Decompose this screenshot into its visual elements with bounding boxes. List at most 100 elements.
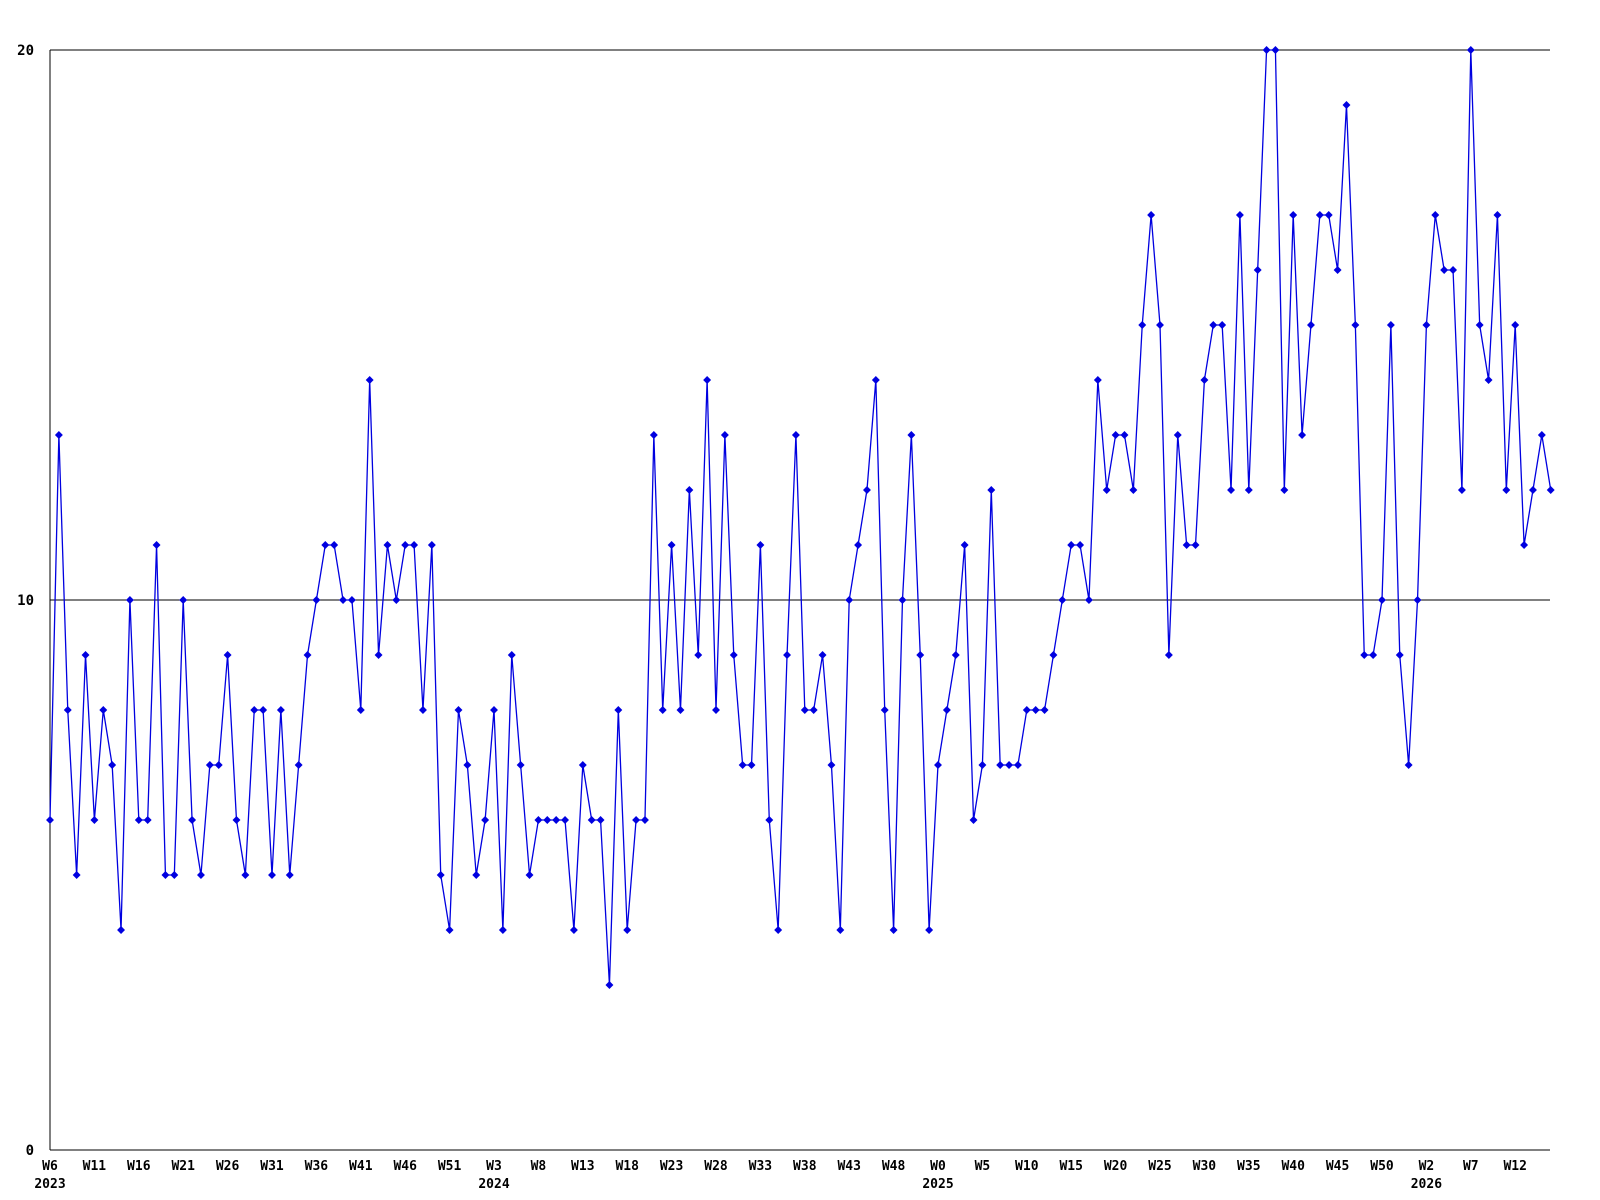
data-point-marker — [1147, 211, 1156, 219]
data-point-marker — [1013, 761, 1022, 769]
y-tick-label: 20 — [17, 43, 34, 59]
data-point-marker — [871, 376, 880, 384]
data-point-marker — [143, 816, 152, 824]
data-point-marker — [1351, 321, 1360, 329]
x-tick-label: W20 — [1104, 1159, 1128, 1174]
data-point-marker — [916, 651, 925, 659]
data-point-marker — [1067, 541, 1076, 549]
data-point-marker — [1076, 541, 1085, 549]
data-point-marker — [685, 486, 694, 494]
data-point-marker — [1475, 321, 1484, 329]
data-point-marker — [401, 541, 410, 549]
x-tick-label: W38 — [793, 1159, 817, 1174]
x-tick-label: W28 — [704, 1159, 728, 1174]
data-point-marker — [596, 816, 605, 824]
data-point-marker — [498, 926, 507, 934]
x-tick-label: W36 — [305, 1159, 329, 1174]
data-point-marker — [1084, 596, 1093, 604]
data-point-marker — [481, 816, 490, 824]
y-tick-label: 0 — [26, 1143, 34, 1159]
data-point-marker — [1280, 486, 1289, 494]
data-point-marker — [658, 706, 667, 714]
data-point-marker — [889, 926, 898, 934]
x-tick-label: W2 — [1419, 1159, 1435, 1174]
x-tick-label: W25 — [1148, 1159, 1171, 1174]
data-point-marker — [907, 431, 916, 439]
data-point-marker — [108, 761, 117, 769]
data-point-marker — [445, 926, 454, 934]
data-point-marker — [507, 651, 516, 659]
x-tick-label: W46 — [393, 1159, 417, 1174]
data-point-marker — [934, 761, 942, 769]
data-point-marker — [294, 761, 303, 769]
data-point-marker — [1413, 596, 1422, 604]
x-tick-label: W35 — [1237, 1159, 1260, 1174]
data-point-marker — [791, 431, 800, 439]
data-point-marker — [1333, 266, 1342, 274]
data-point-marker — [1235, 211, 1244, 219]
data-point-marker — [774, 926, 783, 934]
data-point-marker — [1511, 321, 1520, 329]
data-point-marker — [845, 596, 854, 604]
data-point-marker — [223, 651, 232, 659]
data-point-marker — [1431, 211, 1440, 219]
data-point-marker — [747, 761, 756, 769]
data-point-marker — [1528, 486, 1537, 494]
data-point-marker — [63, 706, 72, 714]
x-tick-label: W7 — [1463, 1159, 1479, 1174]
data-point-marker — [1289, 211, 1298, 219]
data-point-marker — [809, 706, 818, 714]
data-point-marker — [1378, 596, 1386, 604]
data-point-marker — [1227, 486, 1236, 494]
data-point-marker — [525, 871, 534, 879]
data-point-marker — [1457, 486, 1466, 494]
data-point-marker — [125, 596, 134, 604]
data-point-marker — [383, 541, 392, 549]
data-point-marker — [1449, 266, 1458, 274]
data-point-marker — [987, 486, 996, 494]
data-point-marker — [46, 816, 54, 824]
data-point-marker — [330, 541, 339, 549]
data-point-marker — [552, 816, 561, 824]
data-point-marker — [712, 706, 720, 714]
data-point-marker — [1484, 376, 1493, 384]
data-point-marker — [623, 926, 632, 934]
data-point-marker — [667, 541, 676, 549]
x-tick-label: W26 — [216, 1159, 240, 1174]
data-point-marker — [676, 706, 685, 714]
data-point-marker — [1253, 266, 1262, 274]
data-point-marker — [516, 761, 525, 769]
data-point-marker — [1386, 321, 1395, 329]
x-year-label: 2024 — [478, 1177, 509, 1192]
data-point-marker — [880, 706, 889, 714]
data-point-marker — [285, 871, 294, 879]
data-point-marker — [1262, 46, 1271, 54]
y-tick-label: 10 — [17, 593, 34, 609]
data-point-marker — [410, 541, 419, 549]
x-tick-label: W30 — [1193, 1159, 1217, 1174]
data-point-marker — [170, 871, 179, 879]
x-tick-label: W12 — [1503, 1159, 1526, 1174]
data-point-marker — [90, 816, 99, 824]
data-point-marker — [1315, 211, 1324, 219]
x-tick-label: W51 — [438, 1159, 462, 1174]
data-point-marker — [72, 871, 81, 879]
data-point-marker — [1138, 321, 1147, 329]
data-point-marker — [1102, 486, 1111, 494]
data-point-marker — [250, 706, 259, 714]
data-point-marker — [1200, 376, 1209, 384]
x-tick-label: W45 — [1326, 1159, 1349, 1174]
data-point-marker — [1120, 431, 1129, 439]
data-point-marker — [534, 816, 543, 824]
data-point-marker — [818, 651, 827, 659]
x-tick-label: W16 — [127, 1159, 151, 1174]
data-point-marker — [569, 926, 578, 934]
data-point-marker — [81, 651, 90, 659]
x-year-label: 2023 — [34, 1177, 65, 1192]
data-line — [49, 49, 1552, 986]
x-tick-label: W23 — [660, 1159, 683, 1174]
data-point-marker — [1520, 541, 1529, 549]
data-point-marker — [1466, 46, 1475, 54]
data-point-marker — [365, 376, 374, 384]
data-point-marker — [463, 761, 472, 769]
